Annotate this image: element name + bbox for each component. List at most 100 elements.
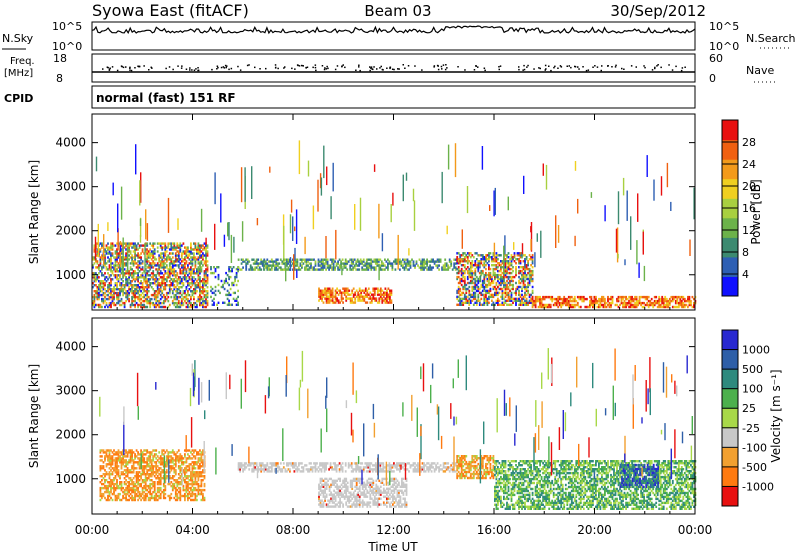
heatmap-cell (506, 285, 508, 289)
nave-dot (314, 64, 317, 66)
heatmap-cell (370, 258, 373, 261)
heatmap-cell (664, 303, 667, 307)
heatmap-cell (489, 277, 492, 281)
heatmap-cell (319, 264, 321, 267)
heatmap-cell (125, 262, 127, 265)
heatmap-cell (99, 293, 102, 297)
heatmap-cell (376, 289, 379, 292)
heatmap-cell (507, 295, 510, 299)
heatmap-cell (522, 267, 525, 271)
heatmap-cell (477, 289, 480, 293)
heatmap-cell (125, 293, 127, 297)
heatmap-cell (168, 280, 171, 283)
heatmap-cell (589, 301, 591, 305)
heatmap-cell (301, 266, 303, 269)
heatmap-cell (217, 275, 220, 279)
heatmap-cell (510, 254, 513, 257)
heatmap-cell (164, 284, 167, 287)
heatmap-cell (182, 494, 185, 498)
heatmap-cell (170, 457, 173, 460)
heatmap-cell (117, 457, 120, 460)
heatmap-cell (528, 254, 531, 257)
heatmap-cell (478, 260, 481, 263)
heatmap-cell (460, 297, 463, 301)
heatmap-cell (177, 461, 180, 464)
heatmap-cell (146, 284, 149, 287)
heatmap-cell (146, 492, 149, 496)
heatmap-cell (634, 305, 636, 309)
heatmap-cell (131, 455, 133, 458)
heatmap-cell (485, 295, 487, 299)
heatmap-cell (177, 486, 180, 490)
heatmap-cell (200, 280, 203, 283)
heatmap-cell (469, 299, 472, 302)
heatmap-cell (248, 268, 251, 271)
heatmap-cell (242, 266, 244, 269)
heatmap-cell (137, 498, 139, 502)
nave-dot (391, 68, 394, 70)
heatmap-cell (161, 284, 164, 287)
heatmap-cell (341, 262, 344, 265)
heatmap-cell (507, 285, 510, 289)
heatmap-cell (134, 496, 136, 500)
heatmap-cell (235, 275, 238, 279)
heatmap-cell (519, 252, 522, 255)
heatmap-cell (652, 301, 655, 305)
heatmap-cell (225, 279, 227, 283)
heatmap-cell (498, 269, 501, 273)
heatmap-cell (379, 287, 382, 290)
heatmap-cell (492, 269, 495, 273)
heatmap-cell (199, 270, 201, 273)
heatmap-cell (563, 301, 566, 305)
heatmap-streak (294, 226, 296, 232)
heatmap-cell (472, 293, 475, 297)
heatmap-cell (114, 262, 117, 265)
heatmap-cell (518, 297, 520, 301)
heatmap-cell (137, 471, 139, 474)
heatmap-cell (530, 277, 532, 281)
heatmap-cell (354, 299, 357, 302)
nave-dot (323, 68, 326, 71)
heatmap-cell (162, 262, 165, 265)
heatmap-cell (282, 268, 285, 271)
heatmap-streak (521, 243, 524, 255)
heatmap-cell (170, 266, 173, 269)
heatmap-cell (481, 254, 484, 257)
nave-dot (592, 66, 594, 68)
heatmap-cell (179, 459, 182, 462)
heatmap-cell (372, 295, 375, 298)
heatmap-cell (536, 299, 538, 303)
heatmap-cell (252, 268, 255, 271)
heatmap-cell (194, 242, 197, 245)
nave-dot (151, 67, 153, 69)
heatmap-cell (117, 453, 120, 456)
heatmap-cell (596, 299, 599, 303)
heatmap-cell (159, 482, 162, 486)
heatmap-cell (519, 293, 522, 297)
heatmap-cell (104, 496, 106, 500)
heatmap-cell (460, 293, 463, 297)
heatmap-streak (167, 197, 170, 233)
heatmap-cell (551, 297, 554, 301)
heatmap-cell (540, 303, 543, 307)
heatmap-cell (96, 252, 99, 255)
heatmap-cell (138, 482, 141, 486)
heatmap-cell (128, 451, 130, 454)
heatmap-cell (342, 291, 344, 294)
heatmap-cell (129, 469, 132, 472)
heatmap-cell (108, 268, 111, 271)
heatmap-cell (480, 269, 483, 273)
heatmap-streak (119, 245, 122, 252)
heatmap-streak (289, 257, 292, 271)
heatmap-cell (99, 494, 102, 498)
heatmap-cell (99, 286, 102, 289)
heatmap-cell (196, 303, 198, 307)
heatmap-cell (158, 305, 161, 309)
heatmap-cell (662, 301, 665, 305)
heatmap-cell (162, 254, 165, 257)
heatmap-cell (546, 295, 549, 299)
heatmap-cell (459, 299, 462, 302)
heatmap-cell (569, 297, 572, 301)
heatmap-cell (108, 303, 111, 307)
heatmap-cell (540, 305, 543, 309)
